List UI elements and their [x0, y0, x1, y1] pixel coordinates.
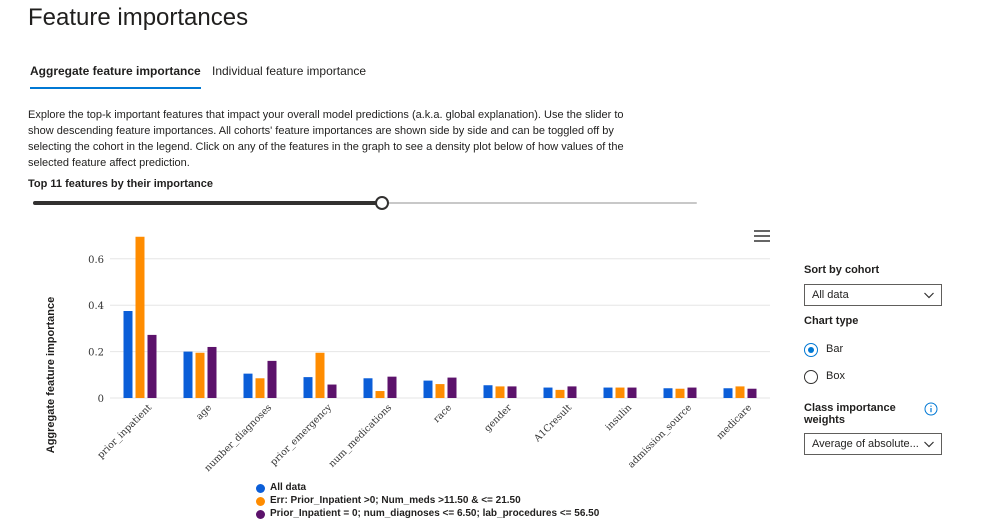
bar: [387, 376, 397, 398]
bar: [375, 391, 385, 398]
tab-aggregate-feature-importance[interactable]: Aggregate feature importance: [30, 64, 201, 89]
page-title: Feature importances: [28, 4, 249, 31]
bar: [603, 387, 613, 398]
bar: [315, 352, 325, 398]
class-importance-label-line1: Class importance: [804, 402, 896, 414]
radio-unchecked-icon: [804, 370, 818, 384]
info-icon[interactable]: [924, 402, 938, 416]
bar: [543, 387, 553, 398]
legend-dot-icon: [256, 510, 265, 519]
bar: [435, 384, 445, 398]
y-tick-label: 0.4: [88, 301, 104, 312]
radio-checked-icon: [804, 343, 818, 357]
x-tick-label: race: [431, 402, 454, 425]
slider-thumb[interactable]: [375, 196, 390, 210]
bar: [627, 387, 637, 398]
bar: [255, 378, 265, 398]
bar: [243, 373, 253, 398]
x-tick-label: insulin: [603, 402, 634, 433]
bar: [123, 311, 133, 398]
legend-label: Prior_Inpatient = 0; num_diagnoses <= 6.…: [270, 508, 600, 519]
bar: [363, 378, 373, 398]
x-tick-label: number_diagnoses: [202, 402, 274, 474]
x-tick-label: num_medications: [327, 402, 394, 469]
legend-dot-icon: [256, 484, 265, 493]
bar: [447, 377, 457, 398]
tab-label: Aggregate feature importance: [30, 64, 201, 78]
bar: [267, 360, 277, 398]
radio-label: Bar: [826, 343, 844, 355]
x-tick-label: prior_inpatient: [95, 402, 154, 461]
class-importance-label: Class importance weights: [804, 402, 896, 426]
bar: [723, 388, 733, 398]
bar: [735, 386, 745, 398]
bar: [507, 386, 517, 398]
top-k-slider[interactable]: [33, 196, 697, 210]
bar: [423, 380, 433, 398]
dropdown-value: All data: [812, 289, 849, 301]
bar: [555, 389, 565, 398]
bar: [147, 334, 157, 398]
legend-dot-icon: [256, 497, 265, 506]
tab-individual-feature-importance[interactable]: Individual feature importance: [212, 64, 366, 87]
y-tick-label: 0.2: [88, 348, 104, 359]
x-tick-label: admission_source: [626, 402, 694, 470]
hamburger-menu-icon[interactable]: [754, 230, 770, 244]
bar: [207, 346, 217, 398]
description-text: Explore the top-k important features tha…: [28, 109, 624, 169]
legend-label: Err: Prior_Inpatient >0; Num_meds >11.50…: [270, 495, 521, 506]
bar: [327, 384, 337, 398]
x-tick-label: A1Cresult: [532, 402, 575, 445]
bar: [483, 385, 493, 398]
class-importance-label-line2: weights: [804, 414, 845, 426]
bar: [663, 388, 673, 398]
chart-type-label: Chart type: [804, 315, 859, 327]
bar: [675, 388, 685, 398]
sort-by-cohort-dropdown[interactable]: All data: [804, 284, 942, 306]
bar: [747, 388, 757, 398]
bar: [135, 236, 145, 398]
dropdown-value: Average of absolute...: [812, 438, 919, 450]
x-tick-label: age: [194, 402, 214, 422]
y-tick-label: 0: [98, 394, 104, 405]
y-tick-label: 0.6: [88, 255, 104, 266]
slider-fill: [33, 201, 383, 205]
x-tick-label: prior_emergency: [268, 402, 334, 468]
y-axis-label: Aggregate feature importance: [45, 297, 57, 453]
tab-bar: Aggregate feature importance Individual …: [28, 64, 388, 92]
bar: [615, 387, 625, 398]
radio-label: Box: [826, 370, 845, 382]
sort-by-cohort-label: Sort by cohort: [804, 264, 880, 276]
slider-label: Top 11 features by their importance: [28, 178, 214, 190]
bar: [495, 386, 505, 398]
feature-importance-chart: 0 0.2 0.4 0.6 Aggregate feature importance pr…: [45, 236, 770, 474]
active-tab-indicator: [30, 87, 201, 89]
x-tick-label: medicare: [715, 402, 755, 442]
bar: [567, 386, 577, 398]
bar: [303, 377, 313, 398]
bar: [687, 387, 697, 398]
bar: [183, 351, 193, 398]
chevron-down-icon: [924, 441, 934, 448]
chevron-down-icon: [924, 292, 934, 299]
class-importance-dropdown[interactable]: Average of absolute...: [804, 433, 942, 455]
x-tick-label: gender: [482, 402, 514, 434]
legend-label: All data: [270, 482, 307, 493]
bar: [195, 352, 205, 398]
tab-label: Individual feature importance: [212, 64, 367, 78]
